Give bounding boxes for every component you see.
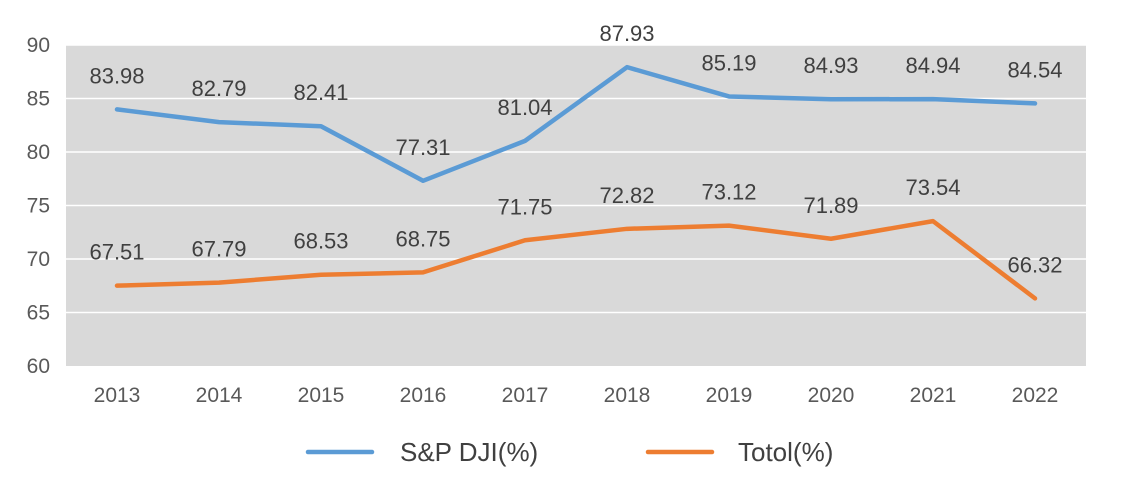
x-tick-label: 2020 [808, 384, 855, 407]
series-line-1 [114, 218, 1038, 301]
data-label: 77.31 [395, 135, 450, 160]
y-tick-label: 90 [27, 34, 50, 57]
data-label: 73.54 [905, 175, 960, 200]
data-label: 68.53 [293, 229, 348, 254]
x-tick-label: 2021 [910, 384, 957, 407]
y-tick-label: 85 [27, 88, 50, 111]
y-tick-label: 60 [27, 355, 50, 378]
y-tick-label: 75 [27, 195, 50, 218]
data-label: 84.94 [905, 53, 960, 78]
x-axis-ticks: 2013 2014 2015 2016 2017 2018 2019 2020 2021 2022 [94, 384, 1059, 407]
x-tick-label: 2013 [94, 384, 141, 407]
y-tick-label: 70 [27, 248, 50, 271]
data-label: 66.32 [1007, 252, 1062, 277]
data-label: 81.04 [497, 95, 552, 120]
data-label: 67.51 [89, 240, 144, 265]
data-label: 68.75 [395, 226, 450, 251]
x-tick-label: 2018 [604, 384, 651, 407]
data-labels: 83.98 82.79 82.41 77.31 81.04 87.93 85.19 84.93… [89, 21, 1062, 277]
legend-label-1: Totol(%) [738, 437, 833, 467]
data-label: 82.79 [191, 76, 246, 101]
data-label: 87.93 [599, 21, 654, 46]
series-lines [114, 64, 1038, 301]
data-label: 73.12 [701, 180, 756, 205]
data-label: 84.54 [1007, 57, 1062, 82]
x-tick-label: 2017 [502, 384, 549, 407]
data-label: 71.75 [497, 194, 552, 219]
data-label: 71.89 [803, 193, 858, 218]
x-tick-label: 2019 [706, 384, 753, 407]
data-label: 72.82 [599, 183, 654, 208]
x-tick-label: 2022 [1012, 384, 1059, 407]
data-label: 85.19 [701, 50, 756, 75]
legend-label-0: S&P DJI(%) [400, 437, 538, 467]
data-label: 67.79 [191, 237, 246, 262]
data-label: 83.98 [89, 63, 144, 88]
x-tick-label: 2015 [298, 384, 345, 407]
y-tick-label: 65 [27, 302, 50, 325]
legend: S&P DJI(%) Totol(%) [305, 437, 833, 467]
series-line-0 [114, 64, 1038, 184]
data-label: 82.41 [293, 80, 348, 105]
x-tick-label: 2016 [400, 384, 447, 407]
data-label: 84.93 [803, 53, 858, 78]
y-tick-label: 80 [27, 141, 50, 164]
gridlines [66, 44, 1086, 314]
y-axis-ticks: 60 65 70 75 80 85 90 [27, 34, 50, 378]
x-tick-label: 2014 [196, 384, 243, 407]
